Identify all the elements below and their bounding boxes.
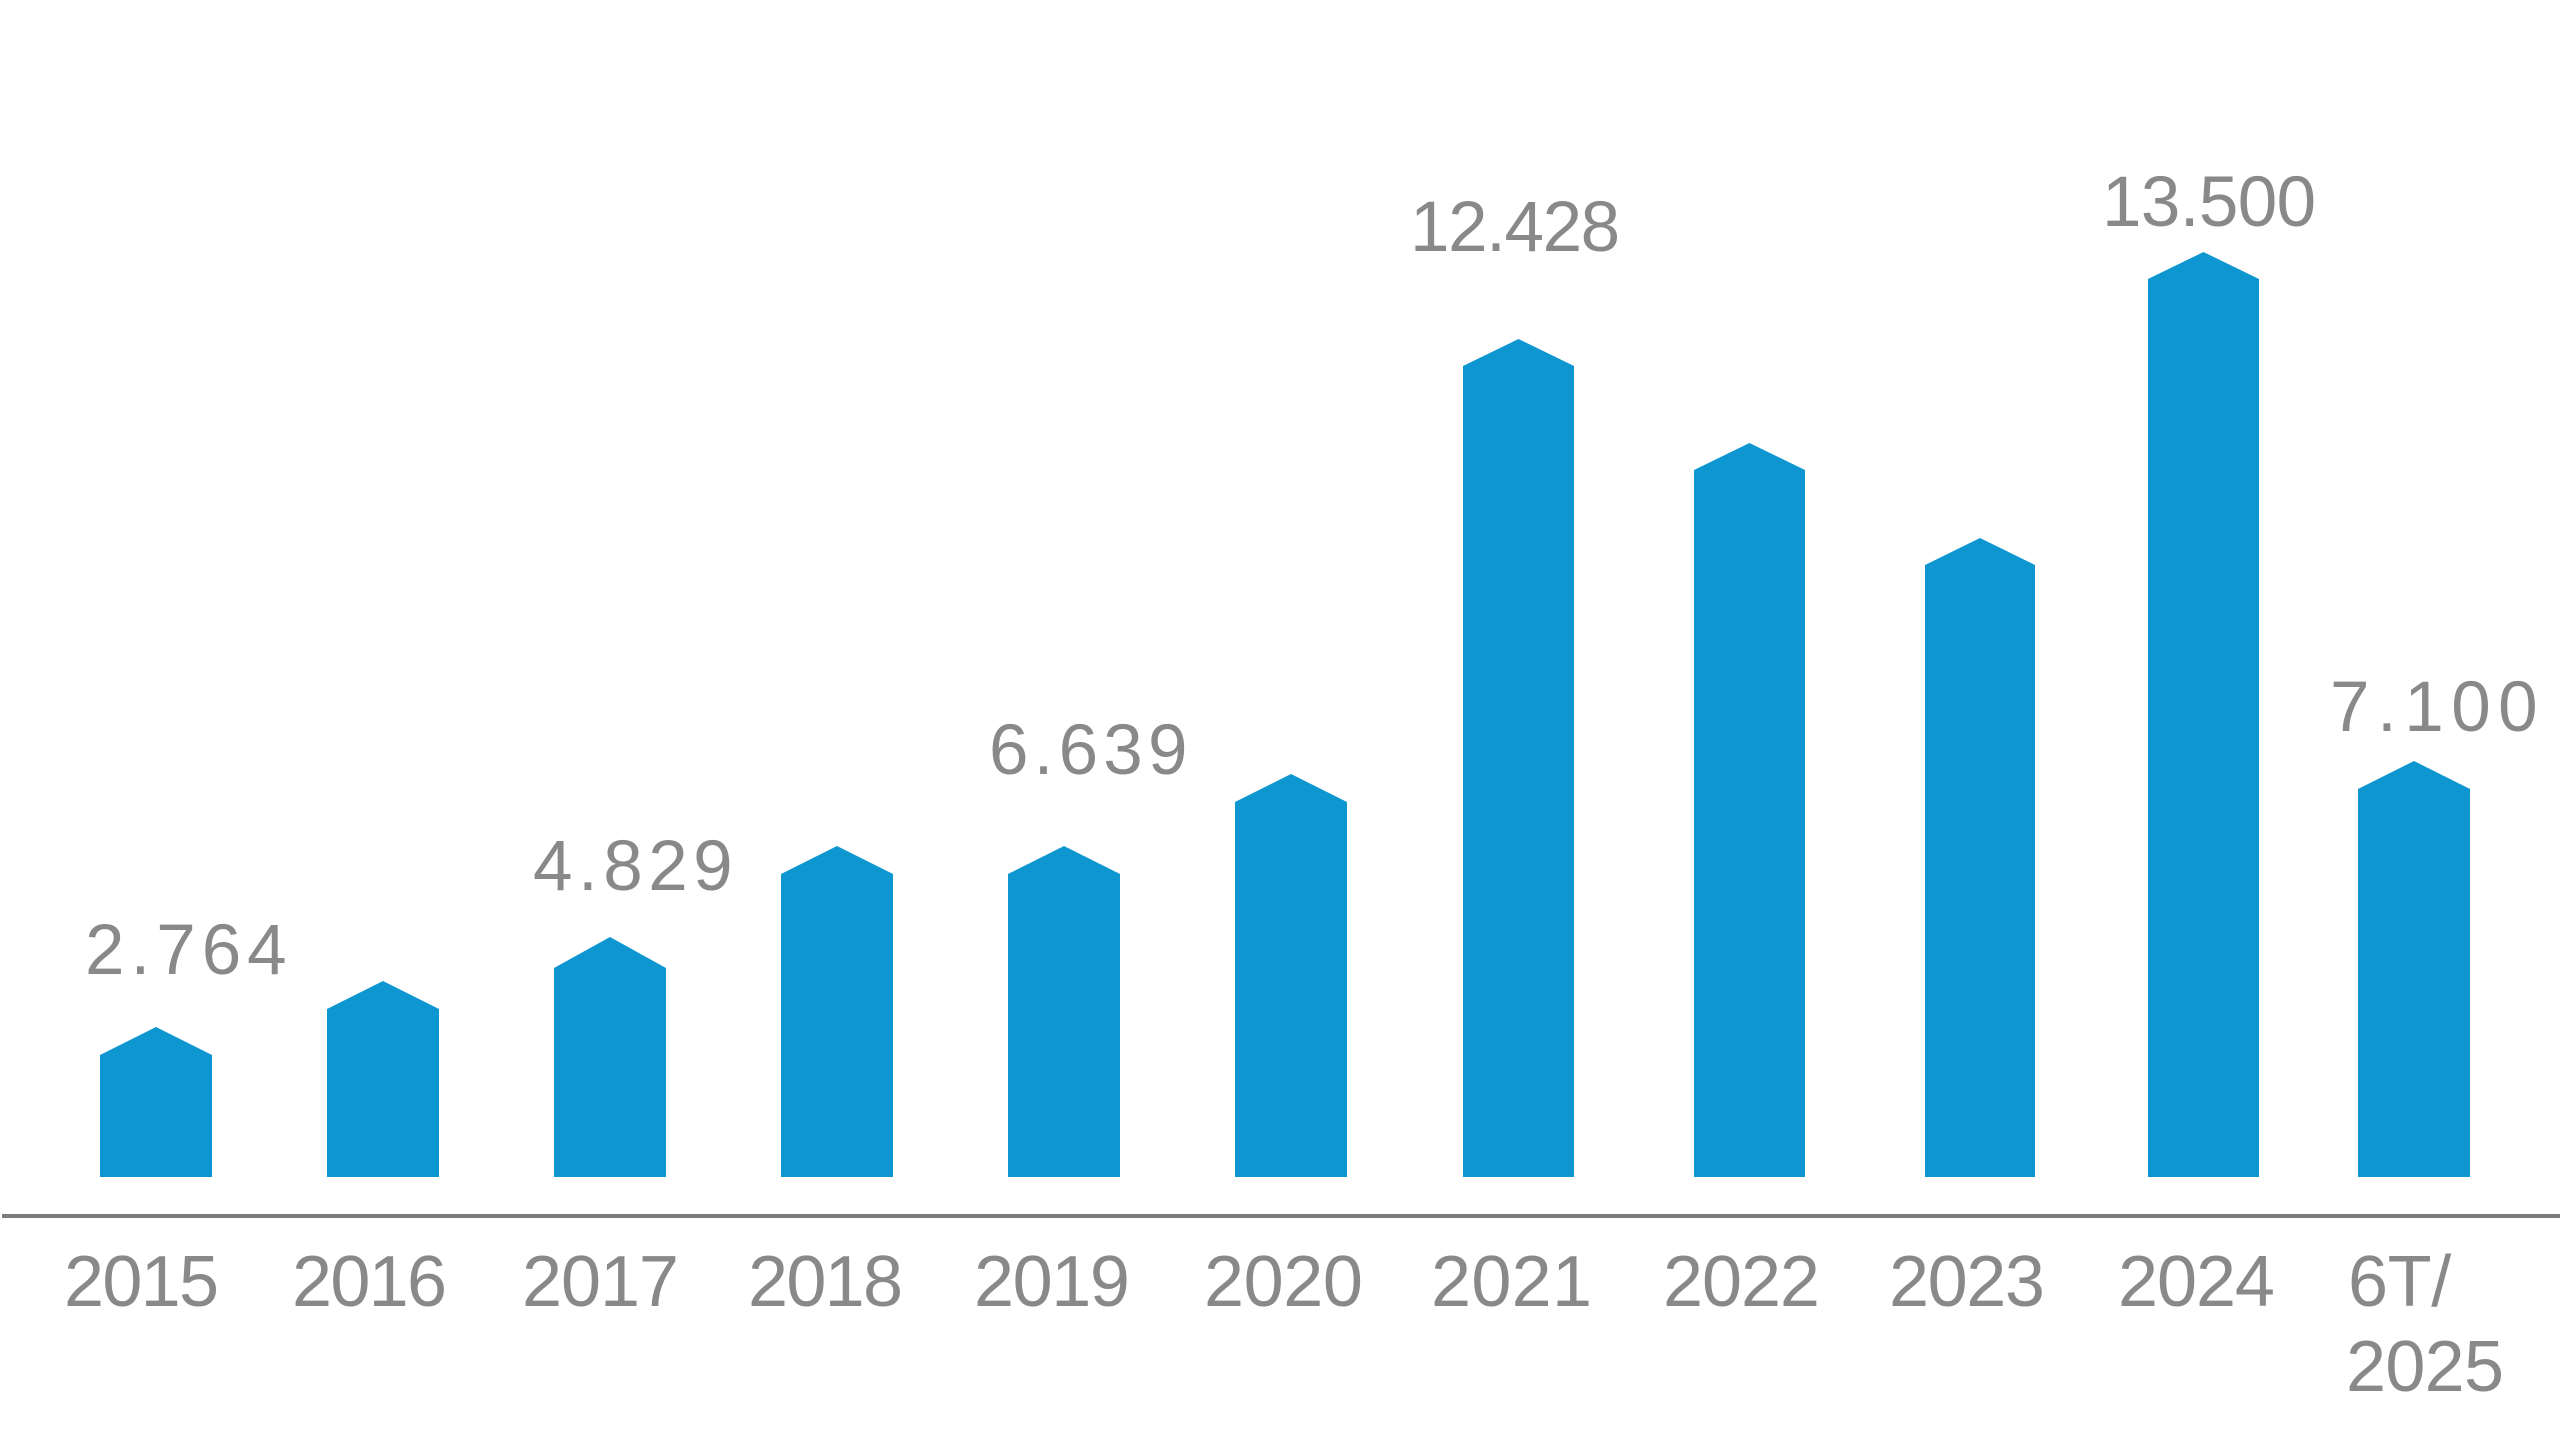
svg-text:2023: 2023 — [1889, 1242, 2044, 1322]
svg-text:13.500: 13.500 — [2102, 163, 2316, 242]
svg-text:2018: 2018 — [748, 1242, 901, 1322]
svg-text:2015: 2015 — [64, 1242, 217, 1322]
svg-text:2016: 2016 — [292, 1242, 445, 1322]
svg-text:4.829: 4.829 — [533, 827, 738, 906]
svg-text:2017: 2017 — [522, 1242, 678, 1322]
svg-text:2024: 2024 — [2118, 1242, 2274, 1322]
svg-text:6.639: 6.639 — [989, 711, 1193, 790]
svg-text:12.428: 12.428 — [1410, 188, 1619, 267]
svg-text:2022: 2022 — [1663, 1242, 1819, 1322]
svg-text:2019: 2019 — [974, 1242, 1129, 1322]
svg-text:2021: 2021 — [1431, 1242, 1592, 1322]
svg-text:7.100: 7.100 — [2330, 668, 2545, 747]
svg-text:2.764: 2.764 — [85, 911, 293, 990]
svg-text:2020: 2020 — [1204, 1242, 1363, 1322]
svg-text:2025: 2025 — [2346, 1327, 2503, 1407]
svg-text:6T/: 6T/ — [2348, 1242, 2451, 1322]
